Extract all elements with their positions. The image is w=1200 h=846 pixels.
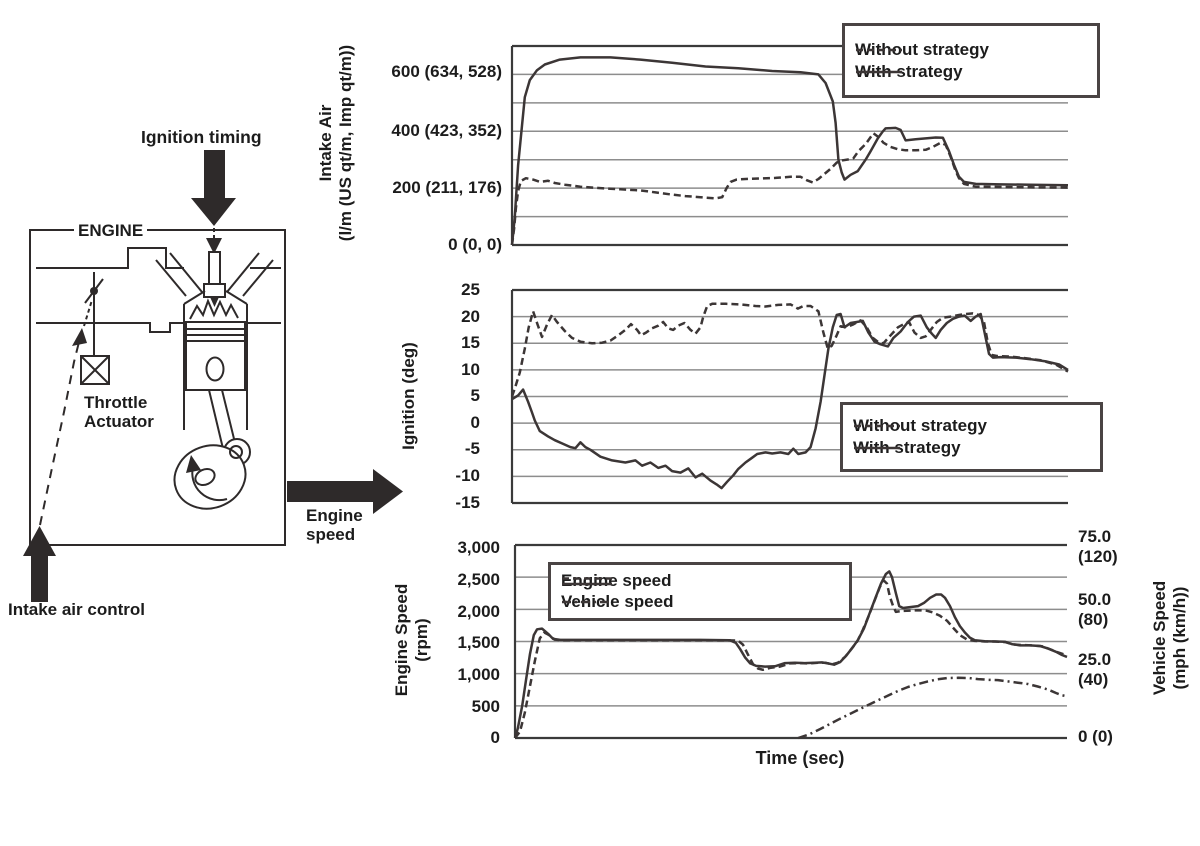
speed-ytick-0: 0 [490, 728, 500, 747]
dashed-line-icon [856, 48, 902, 51]
speed-ytick-3000: 3,000 [457, 538, 500, 557]
legend-row-engine-speed: Engine speed [561, 571, 845, 591]
series-without-strategy [510, 302, 1069, 397]
ignition-ytick-neg15: -15 [455, 493, 480, 512]
ignition-ytick-5: 5 [470, 386, 480, 405]
intake-ytick-400: 400 (423, 352) [391, 121, 502, 140]
spark-icon [189, 298, 239, 320]
crankshaft [173, 438, 251, 510]
vspeed-50-line1: 50.0 [1078, 590, 1112, 609]
vspeed-ytick-25: 25.0 (40) [1078, 650, 1178, 690]
spark-plug [203, 251, 226, 307]
intake-ytick-600: 600 (634, 528) [391, 62, 502, 81]
engine-box [29, 229, 286, 546]
intake-manifold [36, 247, 281, 333]
legend-label-vehicle-speed: Vehicle speed [561, 592, 674, 611]
ignition-ytick-neg10: -10 [455, 466, 480, 485]
legend-row-with: With strategy [855, 62, 1093, 82]
engine-label: ENGINE [74, 221, 148, 240]
engine-speed-arrow [287, 469, 403, 514]
legend-label-without: Without strategy [853, 416, 987, 435]
engine-speed-line1: Engine [306, 506, 363, 525]
legend-label-without: Without strategy [855, 39, 989, 59]
throttle-assembly [39, 272, 110, 526]
x-axis-label: Time (sec) [755, 748, 845, 768]
ignition-timing-arrow [191, 150, 236, 254]
legend-row-vehicle-speed: Vehicle speed [561, 592, 845, 612]
solid-line-icon [856, 70, 902, 73]
ignition-chart [510, 288, 1069, 505]
solid-line-icon [854, 446, 900, 450]
intake-control-dashed-line [39, 341, 80, 526]
intake-air-control-arrow [23, 526, 56, 602]
speed-ytick-2500: 2,500 [457, 570, 500, 589]
throttle-actuator-line2: Actuator [84, 412, 154, 431]
legend-row-with: With strategy [853, 438, 1096, 458]
series-without-strategy [510, 132, 1069, 246]
vspeed-ytick-0: 0 (0) [1078, 727, 1178, 747]
vspeed-25-line2: (40) [1078, 670, 1109, 689]
legend-label-with: With strategy [853, 438, 961, 457]
dash-dot-line-icon [562, 600, 612, 604]
legend-row-without: Without strategy [853, 416, 1096, 436]
rotation-arrow-icon [191, 466, 228, 502]
vspeed-50-line2: (80) [1078, 610, 1109, 629]
throttle-actuator-line1: Throttle [84, 393, 148, 412]
speed-ytick-1500: 1,500 [457, 633, 500, 652]
ignition-timing-label: Ignition timing [141, 127, 262, 147]
valves [155, 252, 274, 297]
speed-ytick-2000: 2,000 [457, 602, 500, 621]
vspeed-75-line2: (120) [1078, 547, 1118, 566]
speed-ytick-500: 500 [471, 697, 500, 716]
engine-speed-label: Engine speed [306, 506, 363, 544]
ignition-legend: Without strategy With strategy [840, 402, 1103, 472]
throttle-actuator-label: Throttle Actuator [84, 393, 154, 431]
legend-row-without: Without strategy [855, 40, 1093, 60]
engine-speed-line2: speed [306, 525, 356, 544]
dashed-over-solid-line-icon [562, 577, 612, 586]
ignition-ytick-25: 25 [461, 280, 480, 299]
piston-assembly [183, 304, 248, 459]
ignition-ytick-15: 15 [461, 333, 480, 352]
vspeed-ytick-75: 75.0 (120) [1078, 527, 1178, 567]
speed-ytick-1000: 1,000 [457, 665, 500, 684]
combustion-chamber [183, 290, 248, 320]
series-with-strategy [511, 312, 1069, 490]
vspeed-25-line1: 25.0 [1078, 650, 1112, 669]
series-with-strategy [510, 56, 1069, 246]
vspeed-ytick-50: 50.0 (80) [1078, 590, 1178, 630]
intake-legend: Without strategy With strategy [842, 23, 1100, 98]
dashed-line-icon [854, 424, 900, 428]
series-engine-speed-without-strategy- [514, 579, 1068, 739]
engine-diagram [23, 150, 403, 602]
ignition-ytick-neg5: -5 [464, 439, 480, 458]
intake-ytick-0: 0 (0, 0) [448, 235, 502, 254]
intake-ytick-200: 200 (211, 176) [392, 178, 502, 197]
legend-label-with: With strategy [855, 61, 963, 81]
ignition-ytick-10: 10 [461, 360, 480, 379]
intake-air-control-label: Intake air control [8, 600, 145, 619]
ignition-ytick-0: 0 [470, 413, 480, 432]
series-vehicle-speed [797, 676, 1068, 740]
ignition-ytick-20: 20 [461, 307, 480, 326]
speed-legend: Engine speed Vehicle speed [548, 562, 852, 621]
vspeed-75-line1: 75.0 [1078, 527, 1112, 546]
vspeed-0-line1: 0 (0) [1078, 727, 1113, 746]
